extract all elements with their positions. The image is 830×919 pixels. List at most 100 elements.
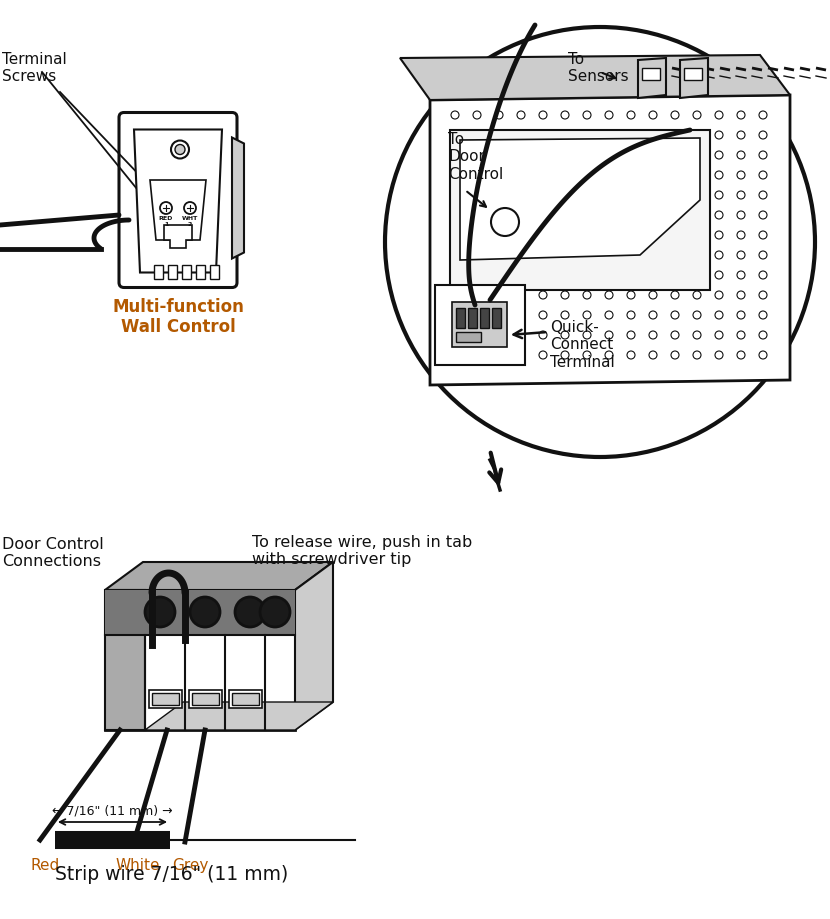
Circle shape [737,131,745,139]
Circle shape [671,351,679,359]
Circle shape [539,111,547,119]
Circle shape [737,151,745,159]
Circle shape [495,111,503,119]
Circle shape [627,171,635,179]
Circle shape [451,171,459,179]
Circle shape [561,191,569,199]
Circle shape [671,151,679,159]
Circle shape [693,251,701,259]
Circle shape [649,191,657,199]
Circle shape [737,111,745,119]
Circle shape [627,211,635,219]
Polygon shape [400,55,790,100]
Circle shape [649,271,657,279]
Bar [468,308,477,328]
Circle shape [473,311,481,319]
Circle shape [627,351,635,359]
Circle shape [649,251,657,259]
Circle shape [561,151,569,159]
Text: Terminal
Screws: Terminal Screws [2,52,66,85]
Circle shape [583,351,591,359]
Polygon shape [638,58,666,98]
Circle shape [495,231,503,239]
Circle shape [759,191,767,199]
Circle shape [451,251,459,259]
Circle shape [715,171,723,179]
Bar [456,308,465,328]
Polygon shape [680,58,708,98]
Circle shape [759,291,767,299]
Circle shape [539,151,547,159]
Circle shape [517,191,525,199]
Circle shape [473,231,481,239]
Circle shape [473,271,481,279]
Circle shape [715,311,723,319]
Circle shape [517,151,525,159]
Circle shape [627,111,635,119]
Circle shape [451,111,459,119]
Text: To release wire, push in tab
with screwdriver tip: To release wire, push in tab with screwd… [252,535,472,567]
Polygon shape [460,138,700,260]
Circle shape [495,271,503,279]
Circle shape [539,331,547,339]
Circle shape [561,251,569,259]
Bar [229,690,262,708]
Circle shape [495,251,503,259]
Bar [105,590,295,730]
Circle shape [605,191,613,199]
Circle shape [517,171,525,179]
Circle shape [495,211,503,219]
Circle shape [517,291,525,299]
Circle shape [190,597,220,627]
Bar [192,693,219,705]
Circle shape [145,597,175,627]
Circle shape [737,271,745,279]
Circle shape [184,202,196,214]
Circle shape [715,231,723,239]
Circle shape [693,231,701,239]
Circle shape [473,191,481,199]
Circle shape [583,331,591,339]
Bar [450,130,710,290]
Circle shape [605,351,613,359]
Circle shape [495,151,503,159]
Circle shape [759,351,767,359]
Circle shape [517,131,525,139]
Circle shape [649,211,657,219]
Circle shape [175,144,185,154]
Circle shape [759,171,767,179]
Circle shape [583,131,591,139]
Circle shape [561,131,569,139]
Circle shape [737,351,745,359]
Circle shape [495,331,503,339]
Circle shape [495,171,503,179]
Circle shape [385,27,815,457]
Circle shape [693,171,701,179]
Circle shape [473,331,481,339]
Circle shape [649,171,657,179]
Circle shape [539,291,547,299]
Circle shape [627,231,635,239]
Bar [196,265,205,278]
Circle shape [693,291,701,299]
Circle shape [627,311,635,319]
Circle shape [539,271,547,279]
Circle shape [539,311,547,319]
Circle shape [737,331,745,339]
Circle shape [451,231,459,239]
Circle shape [649,291,657,299]
Circle shape [693,271,701,279]
Circle shape [715,191,723,199]
Circle shape [473,251,481,259]
Circle shape [583,111,591,119]
Circle shape [451,131,459,139]
Polygon shape [295,562,333,730]
Circle shape [517,231,525,239]
Circle shape [715,211,723,219]
Polygon shape [150,180,206,240]
Circle shape [517,111,525,119]
Circle shape [605,331,613,339]
Circle shape [627,291,635,299]
Circle shape [583,271,591,279]
Circle shape [583,171,591,179]
